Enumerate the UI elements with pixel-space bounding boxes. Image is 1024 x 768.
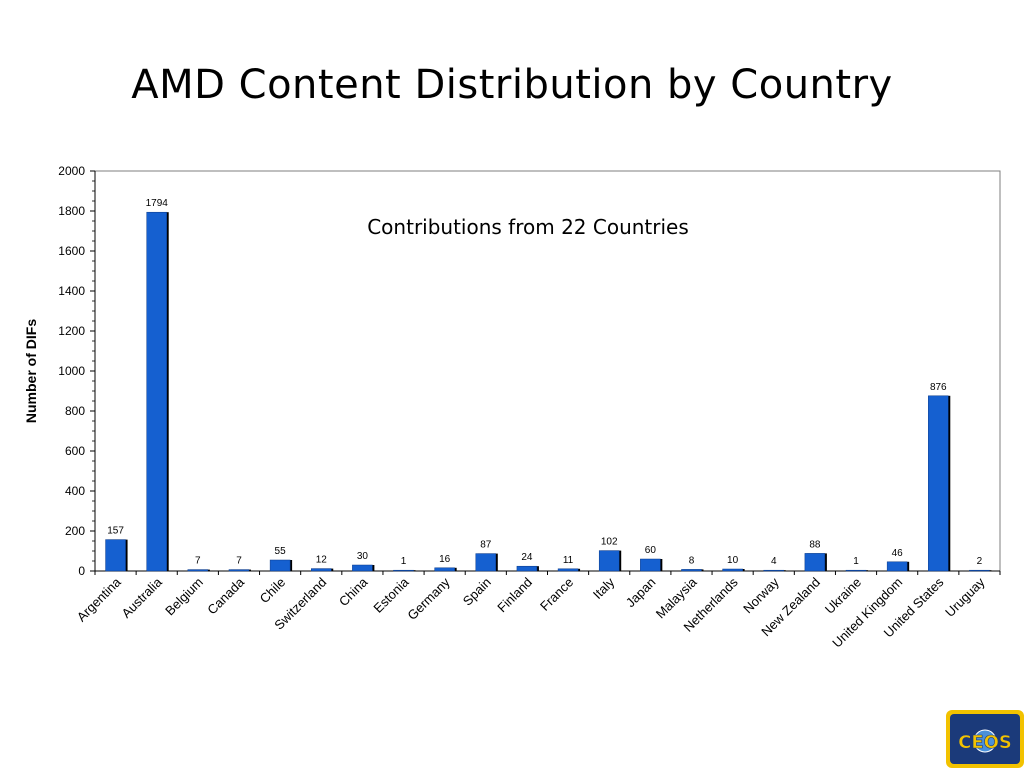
x-tick-label: Germany [404,574,453,623]
y-tick-label: 1200 [58,324,85,338]
y-tick-label: 2000 [58,164,85,178]
data-label: 46 [892,548,904,559]
data-label: 1 [853,556,859,567]
x-tick-label: France [537,575,576,614]
x-tick-label: Canada [204,574,247,617]
y-axis-label: Number of DIFs [23,319,39,423]
x-tick-label: Finland [494,575,535,616]
chart-annotation: Contributions from 22 Countries [367,215,689,239]
x-tick-label: Italy [590,574,618,602]
bar [845,569,867,572]
y-tick-label: 600 [65,444,85,458]
y-tick-label: 1400 [58,284,85,298]
data-label: 1794 [146,198,169,209]
data-label: 102 [601,537,618,548]
bar [475,553,497,572]
y-tick-label: 1600 [58,244,85,258]
y-tick-label: 1800 [58,204,85,218]
data-label: 16 [439,554,451,565]
bar [352,564,373,572]
data-label: 1 [401,556,407,567]
bar [969,569,990,572]
bar [516,565,538,572]
x-tick-label: Chile [257,575,289,607]
data-label: 2 [977,556,983,567]
logo-text: CEOS [958,732,1012,753]
bar [393,569,414,572]
data-label: 88 [809,539,821,550]
data-label: 30 [357,551,369,562]
data-label: 55 [275,546,287,557]
data-label: 7 [236,556,242,567]
x-tick-label: Spain [460,575,494,609]
bar [722,568,743,572]
bar [763,569,784,572]
bar [804,553,826,572]
data-label: 7 [195,556,201,567]
x-tick-label: Australia [118,574,165,621]
x-tick-label: United Kingdom [829,575,905,651]
bar [557,568,579,572]
bar [886,561,908,572]
data-label: 157 [107,526,124,537]
data-label: 24 [521,552,533,563]
bar [311,568,332,572]
bar [228,569,250,572]
bar [928,395,949,572]
bar [598,550,620,572]
x-tick-label: Japan [623,575,659,611]
x-tick-label: China [336,574,371,609]
bar [187,569,209,572]
ceos-logo: CEOS [946,710,1024,768]
globe-icon [973,729,997,753]
x-tick-label: Belgium [162,575,206,619]
data-label: 876 [930,382,947,393]
x-tick-label: Uruguay [942,574,988,620]
data-label: 12 [316,555,328,566]
y-tick-label: 0 [78,564,85,578]
y-tick-label: 400 [65,484,85,498]
plot-area [94,170,1001,572]
data-label: 11 [563,555,574,566]
bar [146,211,167,572]
y-tick-label: 800 [65,404,85,418]
data-label: 10 [727,555,739,566]
data-label: 8 [689,555,695,566]
x-tick-label: Argentina [74,574,125,625]
bar [681,569,702,572]
data-label: 87 [480,540,492,551]
data-label: 60 [645,545,657,556]
y-tick-label: 1000 [58,364,85,378]
bar [269,559,291,572]
slide-title: AMD Content Distribution by Country [131,62,893,108]
bars-group: 157 1794 7 7 55 12 30 1 16 87 24 11 102 60 8 10 4 88 1 46 87… [105,198,992,572]
data-label: 4 [771,556,777,567]
bar [434,567,455,572]
bar [105,539,126,572]
y-tick-label: 200 [65,524,85,538]
bar [640,558,661,572]
